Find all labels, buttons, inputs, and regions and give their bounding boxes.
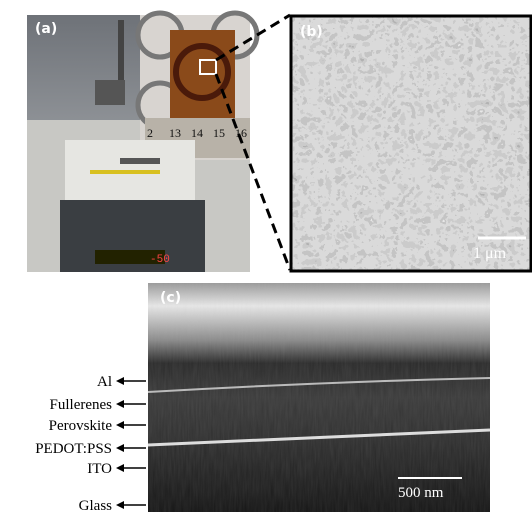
arrow-head: [116, 421, 124, 429]
scale-label: 1 μm: [473, 245, 507, 262]
arrow-head: [116, 501, 124, 509]
arrow-head: [116, 464, 124, 472]
layer-label: Glass: [79, 498, 112, 512]
ruler-number: 14: [191, 126, 203, 140]
scale-label: 500 nm: [398, 485, 444, 501]
arrow-head: [116, 400, 124, 408]
layer-label: Fullerenes: [50, 397, 113, 413]
panel-label: (a): [35, 21, 57, 37]
layer-label: Al: [97, 374, 112, 390]
sem-image: [290, 15, 532, 272]
layer-label: ITO: [87, 461, 112, 477]
ruler-number: 15: [213, 126, 225, 140]
ruler-number: 13: [169, 126, 181, 140]
photo-a: [27, 13, 257, 272]
arrow-head: [116, 377, 124, 385]
panel-label: (b): [300, 24, 323, 40]
figure: (a) 213141516 -50 (b) 1 μm (c) 500 nm Al…: [0, 0, 532, 512]
panel-label: (c): [160, 290, 181, 306]
layer-label: Perovskite: [49, 418, 113, 434]
arrow-head: [116, 444, 124, 452]
layer-label: PEDOT:PSS: [35, 441, 112, 457]
display-text: -50: [150, 254, 170, 266]
ruler-number: 2: [147, 126, 153, 140]
